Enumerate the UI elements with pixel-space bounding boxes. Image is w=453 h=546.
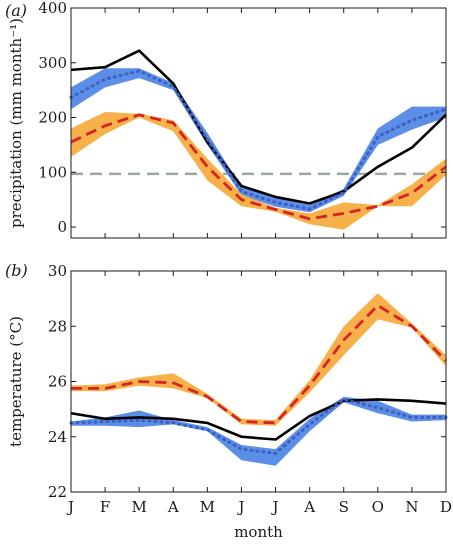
panel-label: (b) [5,261,28,280]
y-tick-label: 200 [38,109,67,127]
y-tick-label: 28 [48,317,67,335]
series-line [69,397,448,455]
y-tick-label: 400 [38,0,67,17]
y-tick-label: 30 [48,262,67,280]
uncertainty-band [71,396,446,466]
x-tick-label: J [236,498,244,516]
series-line [70,49,447,205]
y-tick-label: 0 [57,218,67,236]
x-tick-label: N [405,498,418,516]
x-tick-label: J [271,498,279,516]
x-tick-label: S [339,498,349,516]
y-tick-label: 24 [48,428,67,446]
series-line [70,398,447,441]
y-tick-label: 22 [48,483,67,501]
x-tick-label: M [200,498,215,516]
y-tick-label: 26 [48,373,67,391]
panel-temperature: J F M A M J J A S O N D 22 24 26 28 30 (b) temperature (°C… [5,261,452,541]
x-tick-label: J [66,498,74,516]
uncertainty-band [71,293,446,426]
y-tick-label: 300 [38,54,67,72]
y-axis-label: temperature (°C) [7,316,25,447]
series-line [70,113,447,221]
panel-label: (a) [5,1,27,20]
x-tick-label: A [303,498,315,516]
uncertainty-band [71,68,446,213]
x-tick-label: M [132,498,147,516]
panel-precipitation: 0 100 200 300 400 (a)precipitation (mm month⁻… [5,0,448,239]
x-tick-label: D [440,498,452,516]
x-tick-label: A [167,498,179,516]
y-tick-label: 100 [38,163,67,181]
y-axis-label: precipitation (mm month⁻¹) [7,18,25,228]
series-line [69,69,448,211]
x-tick-label: O [372,498,384,516]
plot-frame [70,7,447,239]
series-line [71,304,447,425]
x-axis-label: month [234,523,283,541]
x-tick-label: F [100,498,110,516]
